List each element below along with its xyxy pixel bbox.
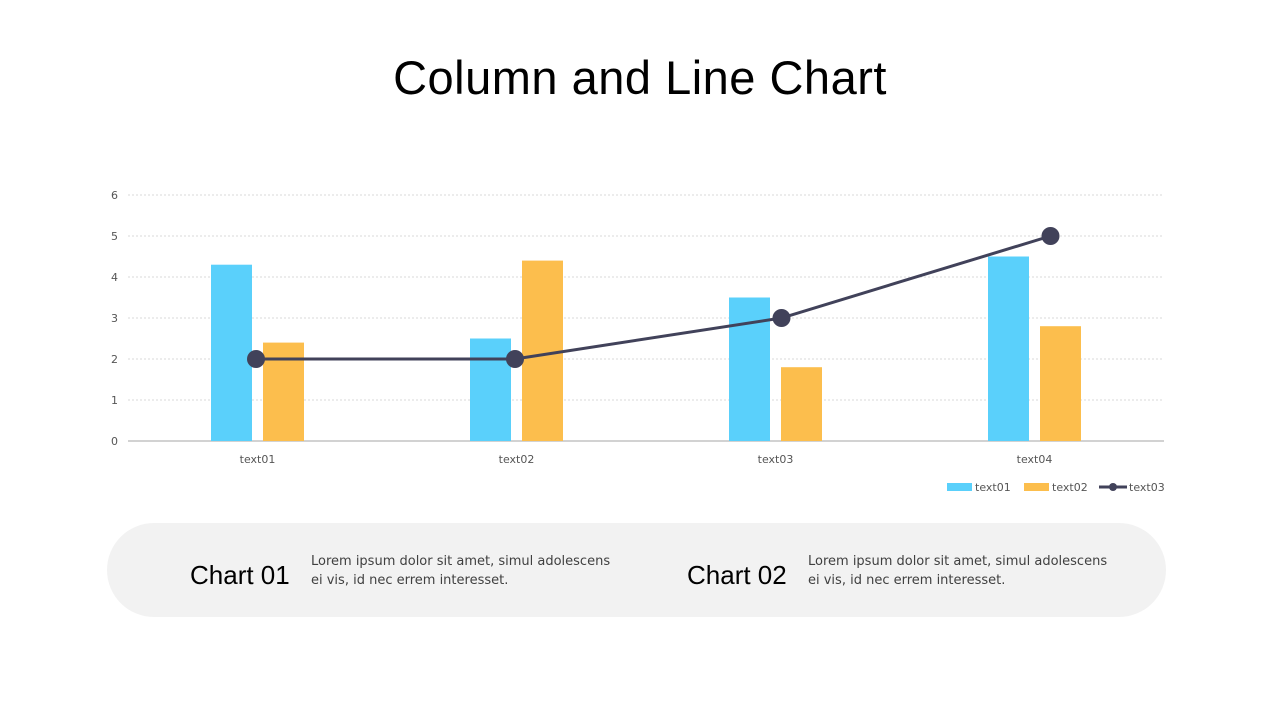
y-tick-label: 2 (111, 353, 118, 366)
bar-text01-text01 (211, 264, 252, 441)
line-point-text01 (247, 350, 265, 368)
y-tick-label: 0 (111, 435, 118, 448)
bar-text01-text04 (988, 256, 1029, 441)
column-line-chart: 0 1 2 3 4 5 6 text01 text02 text03 text04 text01 tex… (111, 189, 1165, 494)
legend-swatch-marker-text03 (1109, 483, 1117, 491)
line-series-text03 (256, 234, 1051, 361)
line-point-text04 (1041, 227, 1060, 245)
bar-text02-text01 (263, 342, 304, 441)
bar-text01-text02 (470, 338, 511, 441)
bar-text02-text02 (522, 260, 563, 441)
bar-text02-text04 (1040, 326, 1081, 441)
card-description-chart01: Lorem ipsum dolor sit amet, simul adoles… (311, 554, 611, 588)
summary-panel (107, 523, 1166, 617)
x-tick-label: text02 (499, 453, 535, 466)
card-description-chart02: Lorem ipsum dolor sit amet, simul adoles… (808, 554, 1108, 588)
legend-swatch-text01 (947, 483, 972, 491)
card-title-chart02: Chart 02 (687, 560, 787, 590)
line-point-text02 (506, 350, 524, 368)
x-tick-label: text01 (240, 453, 276, 466)
x-tick-label: text03 (758, 453, 794, 466)
bar-text02-text03 (781, 367, 822, 441)
legend-swatch-text02 (1024, 483, 1049, 491)
y-tick-label: 1 (111, 394, 118, 407)
y-tick-label: 4 (111, 271, 118, 284)
y-tick-label: 6 (111, 189, 118, 202)
x-tick-label: text04 (1017, 453, 1053, 466)
card-title-chart01: Chart 01 (190, 560, 290, 590)
line-point-text03 (772, 309, 791, 327)
y-tick-label: 3 (111, 312, 118, 325)
y-tick-label: 5 (111, 230, 118, 243)
legend-label-text03: text03 (1129, 481, 1165, 494)
legend-label-text02: text02 (1052, 481, 1088, 494)
legend-label-text01: text01 (975, 481, 1011, 494)
bar-text01-text03 (729, 297, 770, 441)
page-title: Column and Line Chart (393, 51, 887, 104)
